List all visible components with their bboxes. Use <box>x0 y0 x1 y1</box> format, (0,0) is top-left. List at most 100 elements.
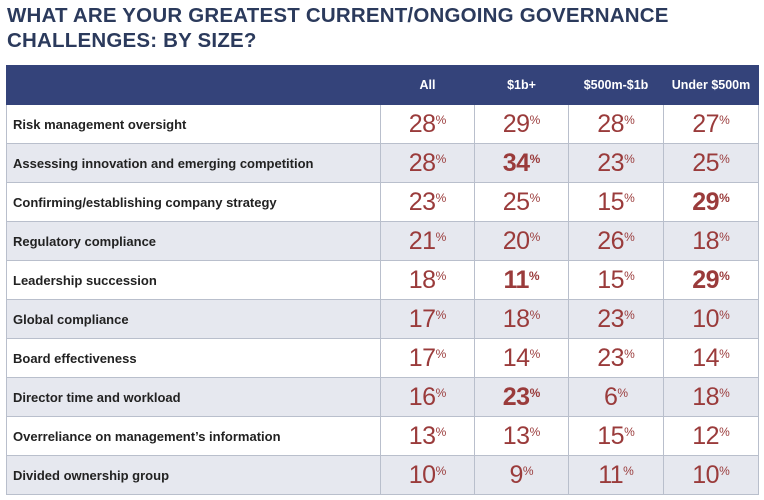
value-cell-under-500m: 29% <box>663 182 759 222</box>
chart-title: WHAT ARE YOUR GREATEST CURRENT/ONGOING G… <box>7 4 669 52</box>
percent-sign: % <box>624 152 635 166</box>
value-number: 13 <box>502 422 530 450</box>
table-row: Assessing innovation and emerging compet… <box>6 143 759 183</box>
row-label: Overreliance on management’s information <box>6 416 381 456</box>
value-cell-1b-plus: 29% <box>474 104 569 144</box>
value-number: 29 <box>692 188 720 216</box>
value-number: 12 <box>692 422 720 450</box>
value-number: 9 <box>509 461 523 489</box>
value-number: 27 <box>692 110 720 138</box>
percent-sign: % <box>435 152 447 166</box>
value-cell-under-500m: 12% <box>663 416 759 456</box>
row-label: Assessing innovation and emerging compet… <box>6 143 381 183</box>
percent-sign: % <box>529 425 541 439</box>
value-number: 10 <box>692 461 720 489</box>
value-number: 20 <box>502 227 530 255</box>
percent-sign: % <box>719 230 730 244</box>
value-cell-500m-1b: 23% <box>568 299 664 339</box>
value-number: 21 <box>408 227 436 255</box>
percent-sign: % <box>617 386 629 400</box>
percent-sign: % <box>624 230 635 244</box>
value-number: 6 <box>603 383 618 411</box>
value-number: 26 <box>597 227 625 255</box>
percent-sign: % <box>529 152 541 166</box>
row-label: Director time and workload <box>6 377 381 417</box>
value-cell-all: 10% <box>380 455 475 495</box>
value-cell-500m-1b: 15% <box>568 416 664 456</box>
percent-sign: % <box>522 464 534 478</box>
value-cell-1b-plus: 13% <box>474 416 569 456</box>
row-label: Board effectiveness <box>6 338 381 378</box>
percent-sign: % <box>623 464 634 478</box>
value-cell-500m-1b: 15% <box>568 182 664 222</box>
column-header-1b-plus: $1b+ <box>474 65 569 105</box>
value-cell-under-500m: 14% <box>663 338 759 378</box>
value-number: 23 <box>597 344 625 372</box>
percent-sign: % <box>435 386 447 400</box>
value-number: 29 <box>502 110 530 138</box>
percent-sign: % <box>719 269 730 283</box>
value-number: 16 <box>408 383 436 411</box>
percent-sign: % <box>719 191 730 205</box>
percent-sign: % <box>719 347 730 361</box>
value-cell-500m-1b: 26% <box>568 221 664 261</box>
column-header-all: All <box>380 65 475 105</box>
value-cell-500m-1b: 28% <box>568 104 664 144</box>
row-label: Confirming/establishing company strategy <box>6 182 381 222</box>
table-row: Confirming/establishing company strategy… <box>6 182 759 222</box>
table-row: Leadership succession 18% 11% 15% 29% <box>6 260 759 300</box>
percent-sign: % <box>624 308 635 322</box>
value-number: 23 <box>597 149 625 177</box>
value-number: 15 <box>597 422 625 450</box>
value-cell-under-500m: 10% <box>663 299 759 339</box>
percent-sign: % <box>435 425 447 439</box>
value-cell-all: 13% <box>380 416 475 456</box>
value-cell-under-500m: 18% <box>663 221 759 261</box>
percent-sign: % <box>719 113 730 127</box>
value-number: 13 <box>408 422 436 450</box>
value-number: 28 <box>408 149 436 177</box>
row-label: Leadership succession <box>6 260 381 300</box>
value-number: 25 <box>502 188 530 216</box>
value-cell-under-500m: 25% <box>663 143 759 183</box>
table-row: Director time and workload 16% 23% 6% 18% <box>6 377 759 417</box>
table-row: Overreliance on management’s information… <box>6 416 759 456</box>
percent-sign: % <box>719 152 730 166</box>
percent-sign: % <box>624 425 635 439</box>
value-cell-1b-plus: 34% <box>474 143 569 183</box>
value-cell-under-500m: 18% <box>663 377 759 417</box>
value-number: 10 <box>408 461 436 489</box>
table-row: Divided ownership group 10% 9% 11% 10% <box>6 455 759 495</box>
value-number: 23 <box>408 188 436 216</box>
value-cell-all: 21% <box>380 221 475 261</box>
header-row: All $1b+ $500m-$1b Under $500m <box>6 65 759 105</box>
value-cell-1b-plus: 20% <box>474 221 569 261</box>
percent-sign: % <box>529 386 541 400</box>
value-number: 23 <box>597 305 625 333</box>
value-cell-1b-plus: 11% <box>474 260 569 300</box>
percent-sign: % <box>624 347 635 361</box>
percent-sign: % <box>435 464 447 478</box>
value-cell-all: 17% <box>380 299 475 339</box>
row-label: Global compliance <box>6 299 381 339</box>
value-cell-all: 28% <box>380 104 475 144</box>
value-number: 15 <box>597 188 625 216</box>
value-cell-500m-1b: 23% <box>568 143 664 183</box>
value-number: 17 <box>408 344 436 372</box>
percent-sign: % <box>719 464 730 478</box>
value-cell-500m-1b: 23% <box>568 338 664 378</box>
table-row: Global compliance 17% 18% 23% 10% <box>6 299 759 339</box>
percent-sign: % <box>624 191 635 205</box>
value-cell-under-500m: 27% <box>663 104 759 144</box>
value-cell-500m-1b: 11% <box>568 455 664 495</box>
value-cell-1b-plus: 23% <box>474 377 569 417</box>
value-cell-1b-plus: 18% <box>474 299 569 339</box>
percent-sign: % <box>719 386 730 400</box>
value-number: 34 <box>502 149 530 177</box>
percent-sign: % <box>624 113 635 127</box>
percent-sign: % <box>528 269 540 283</box>
value-cell-500m-1b: 15% <box>568 260 664 300</box>
value-cell-all: 28% <box>380 143 475 183</box>
value-cell-1b-plus: 25% <box>474 182 569 222</box>
percent-sign: % <box>624 269 635 283</box>
